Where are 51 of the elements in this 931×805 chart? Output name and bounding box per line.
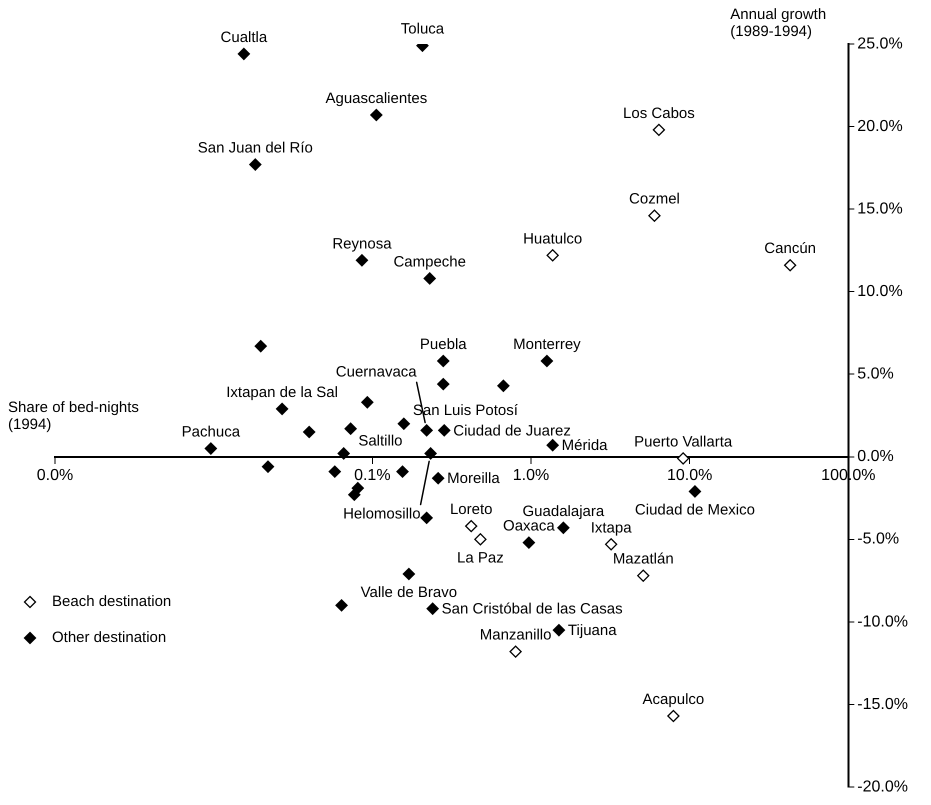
x-tick-label: 0.0% — [36, 466, 74, 484]
y-tick-label: 25.0% — [857, 35, 903, 52]
x-tick-label: 0.1% — [354, 466, 391, 484]
annotation: San Cristóbal de las Casas — [442, 600, 623, 618]
y-tick-label: -5.0% — [857, 530, 900, 548]
x-tick-label: 10.0% — [666, 466, 712, 484]
annotation: Mérida — [562, 437, 608, 454]
annotation: Cancún — [764, 240, 816, 258]
y-tick-label: 5.0% — [857, 366, 894, 383]
legend-label: Beach destination — [52, 593, 172, 610]
annotation: Toluca — [400, 20, 445, 38]
annotation: Moreilla — [447, 470, 500, 488]
y-tick-label: 10.0% — [857, 283, 903, 300]
annotation: Loreto — [450, 501, 492, 518]
annotation: Reynosa — [332, 235, 392, 252]
y-tick-label: 0.0% — [857, 448, 894, 466]
x-axis-title: Share of bed-nights (1994) — [8, 398, 140, 433]
x-tick-label: 1.0% — [512, 466, 550, 484]
annotation: Ciudad de Juarez — [453, 422, 571, 440]
y-tick-label: -10.0% — [857, 613, 908, 630]
annotation: Aguascalientes — [325, 90, 428, 107]
annotation: Puebla — [420, 336, 468, 354]
annotation: Cozmel — [629, 190, 680, 208]
annotation: Ciudad de Mexico — [634, 501, 755, 518]
annotation: Guadalajara — [522, 502, 605, 520]
annotation: Huatulco — [523, 230, 582, 248]
annotation: Acapulco — [642, 691, 704, 708]
annotation: Campeche — [393, 253, 466, 270]
annotation: Puerto Vallarta — [634, 433, 733, 450]
annotation: Ixtapan de la Sal — [226, 384, 338, 401]
annotation: La Paz — [457, 549, 504, 566]
annotation: Manzanillo — [480, 626, 552, 644]
annotation: Cualtla — [220, 28, 268, 46]
y-tick-label: -20.0% — [857, 778, 908, 796]
y-tick-label: -15.0% — [857, 696, 908, 713]
annotation: Helomosillo — [343, 505, 421, 522]
annotation: Cuernavaca — [336, 363, 418, 380]
y-tick-label: 15.0% — [857, 200, 903, 218]
annotation: Ixtapa — [590, 519, 632, 536]
annotation: Tijuana — [568, 622, 618, 640]
annotation: Valle de Bravo — [360, 584, 458, 602]
y-tick-label: 20.0% — [857, 118, 903, 135]
annotation: Pachuca — [182, 424, 241, 441]
annotation: Saltillo — [358, 432, 403, 450]
annotation: Mazatlán — [612, 550, 674, 568]
annotation: Oaxaca — [503, 518, 556, 535]
y-axis-title: Annual growth (1989-1994) — [730, 6, 828, 40]
annotation: San Juan del Río — [198, 140, 313, 157]
legend-label: Other destination — [52, 629, 166, 646]
annotation: Los Cabos — [623, 104, 695, 122]
annotation: Monterrey — [513, 336, 582, 354]
